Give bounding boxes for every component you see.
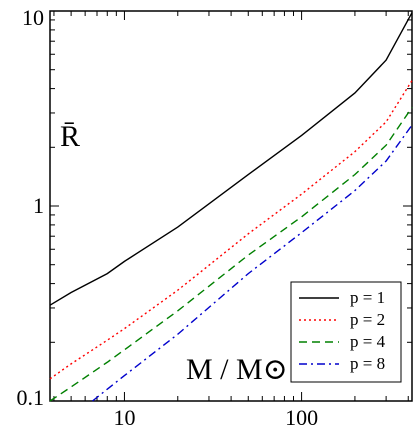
series-line-p-8	[92, 124, 413, 402]
axis-labels: R̄ M / M⊙	[60, 120, 288, 386]
y-tick-label: 1	[33, 193, 44, 218]
legend-label: p = 2	[350, 310, 385, 329]
x-axis-label: M / M⊙	[186, 353, 288, 386]
legend-label: p = 8	[350, 354, 385, 373]
legend: p = 1 p = 2 p = 4 p = 8	[290, 281, 402, 383]
y-tick-label: 10	[22, 5, 44, 30]
x-tick-label: 10	[113, 405, 135, 430]
y-axis-label: R̄	[60, 120, 80, 153]
series-line-p-4	[49, 107, 413, 402]
y-tick-label: 0.1	[17, 385, 45, 410]
series-line-p-1	[49, 12, 413, 306]
x-tick-label: 100	[285, 405, 318, 430]
legend-label: p = 4	[350, 332, 386, 351]
series-line-p-2	[49, 80, 413, 380]
ticks: 10 100 0.1 1 10	[17, 5, 412, 430]
series-group	[49, 12, 413, 402]
legend-label: p = 1	[350, 288, 385, 307]
